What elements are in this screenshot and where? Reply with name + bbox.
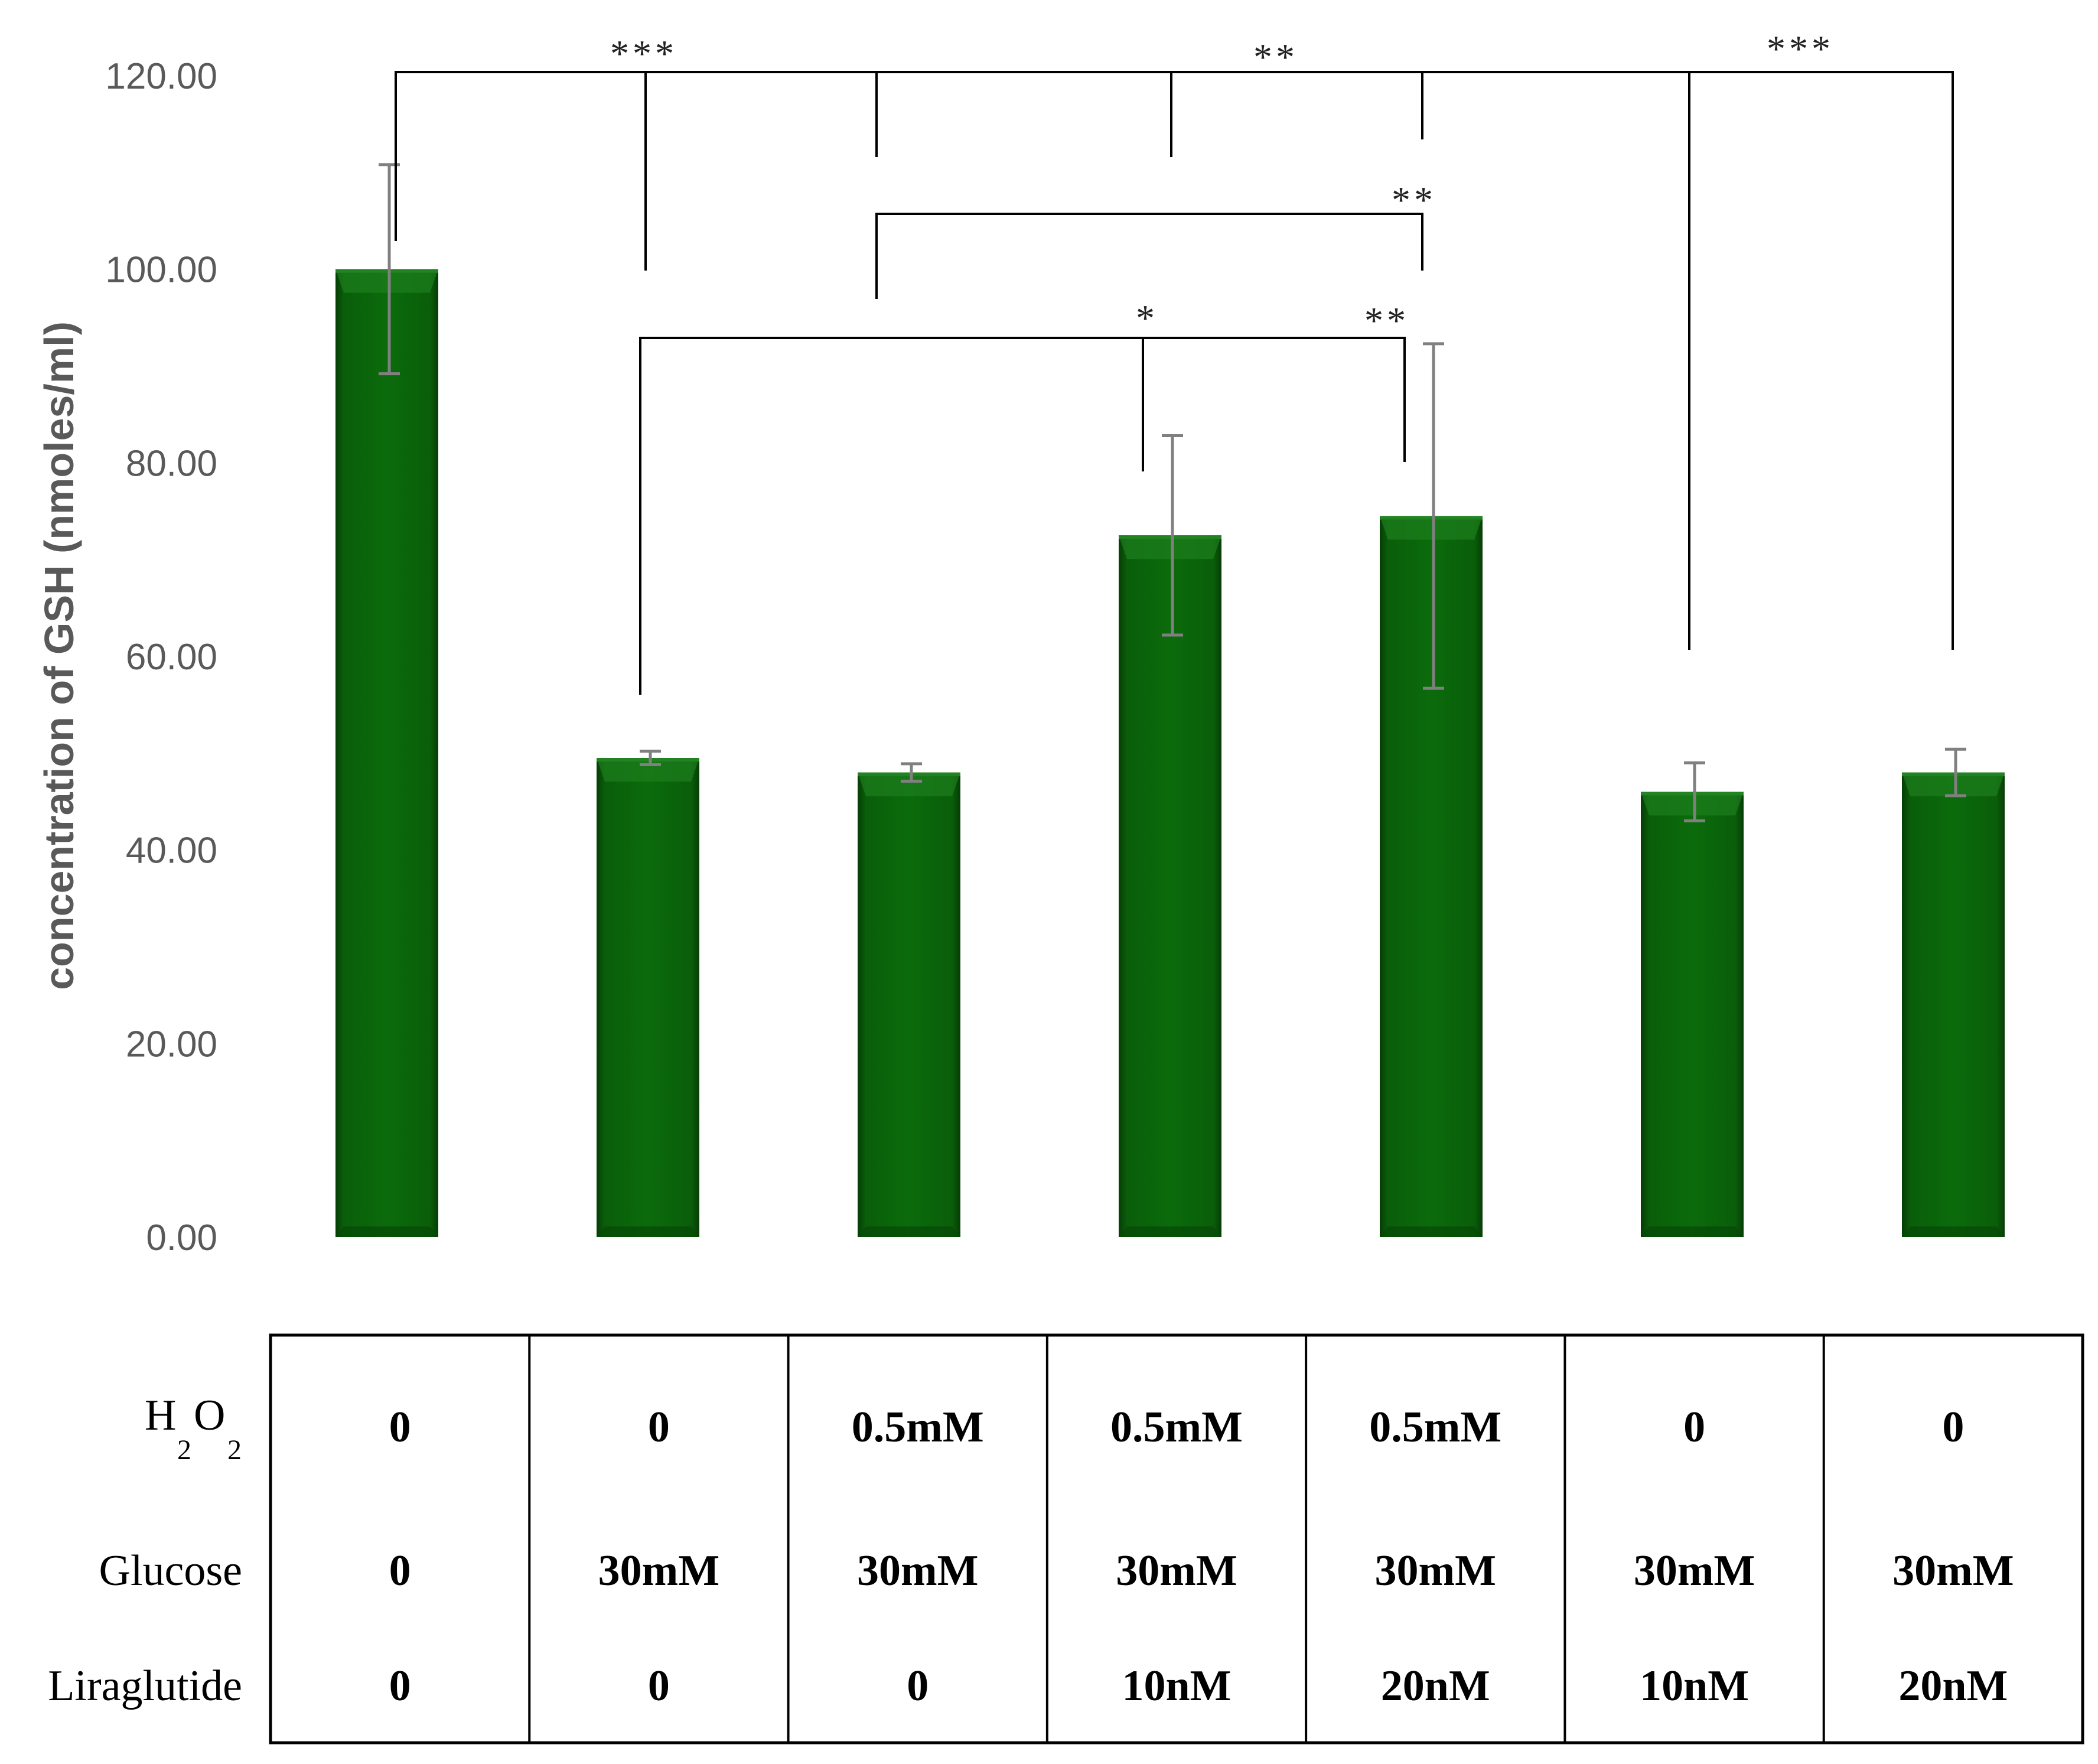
y-tick-label: 0.00 [146, 1218, 217, 1258]
bar [597, 758, 699, 1237]
y-tick-label: 20.00 [126, 1024, 217, 1065]
table-cell: 0 [648, 1403, 670, 1451]
table-cell: 0 [389, 1403, 411, 1451]
bar-base-bevel [335, 1226, 438, 1237]
error-bar [1423, 342, 1444, 690]
bar-bevel [1380, 516, 1483, 540]
bar-base-bevel [858, 1226, 960, 1237]
table-cell: 30mM [857, 1547, 979, 1595]
row-label-glucose: Glucose [99, 1547, 243, 1595]
table-cell: 0 [907, 1662, 929, 1710]
significance-brackets [395, 71, 1954, 695]
error-bar [1162, 434, 1183, 637]
error-bar [1945, 747, 1966, 798]
bar-base-bevel [1380, 1226, 1483, 1237]
y-tick-label: 40.00 [126, 831, 217, 871]
table-cell: 0 [389, 1662, 411, 1710]
row-label-sub: 2 [227, 1434, 242, 1466]
bar-base-bevel [1119, 1226, 1221, 1237]
sig-bracket-top [395, 71, 1954, 650]
row-label-sub: 2 [177, 1434, 191, 1466]
error-bars [379, 163, 1966, 823]
table-dividers [528, 1335, 1825, 1743]
bar [335, 269, 438, 1238]
bar-bevel [597, 758, 699, 782]
bar-bevel [1902, 772, 2005, 796]
bar-body [1902, 772, 2005, 1237]
table-cell: 20nM [1898, 1662, 2008, 1710]
row-label-o: O [194, 1391, 225, 1440]
bar-body [858, 772, 960, 1237]
table-cell: 30mM [1634, 1547, 1755, 1595]
bar-bevel [335, 269, 438, 293]
bar-base-bevel [597, 1226, 699, 1237]
y-axis: 0.00 20.00 40.00 60.00 80.00 100.00 120.00 conc… [36, 56, 217, 1258]
bar-bevel [858, 772, 960, 796]
sig-bracket-middle [875, 213, 1423, 299]
sig-bracket-lower [639, 337, 1406, 695]
error-bar [901, 762, 922, 783]
bar [1641, 792, 1744, 1237]
y-tick-label: 80.00 [126, 443, 217, 484]
table-cell: 30mM [598, 1547, 720, 1595]
sig-label: ** [1364, 300, 1409, 341]
bar-base-bevel [1641, 1226, 1744, 1237]
row-label-h2o2: H 2 O 2 [145, 1391, 242, 1466]
bar-bevel [1641, 792, 1744, 816]
table-cell: 30mM [1375, 1547, 1497, 1595]
sig-label: ** [1392, 179, 1436, 221]
error-bar [1684, 761, 1705, 823]
bar [1902, 772, 2005, 1237]
table-cell: 0.5mM [852, 1403, 984, 1451]
table-cell: 30mM [1116, 1547, 1237, 1595]
table-cell: 10nM [1122, 1662, 1232, 1710]
sig-label: ** [1253, 36, 1298, 78]
bar-bevel [1119, 535, 1221, 559]
table-cell: 30mM [1892, 1547, 2014, 1595]
error-bar [640, 750, 661, 766]
sig-label: *** [1767, 28, 1834, 70]
bar-body [1380, 516, 1483, 1237]
table-cell: 10nM [1640, 1662, 1749, 1710]
table-border [269, 1333, 2084, 1745]
bar-body [1119, 535, 1221, 1238]
bar-body [597, 758, 699, 1237]
table-cell: 0 [389, 1547, 411, 1595]
bars [335, 269, 2005, 1238]
bar-base-bevel [1902, 1226, 2005, 1237]
bar [1119, 535, 1221, 1238]
table-cell: 0 [1942, 1403, 1964, 1451]
table-cells: 0 0 0.5mM 0.5mM 0.5mM 0 0 0 30mM 30mM 30mM 30mM 30mM… [389, 1403, 2014, 1710]
y-tick-label: 60.00 [126, 637, 217, 678]
bar [1380, 516, 1483, 1237]
sig-label: *** [610, 32, 677, 74]
treatment-table: 0 0 0.5mM 0.5mM 0.5mM 0 0 0 30mM 30mM 30mM 30mM 30mM… [48, 1333, 2084, 1745]
sig-label: * [1136, 297, 1158, 339]
row-label-liraglutide: Liraglutide [48, 1662, 242, 1710]
table-cell: 0.5mM [1110, 1403, 1243, 1451]
table-cell: 0.5mM [1369, 1403, 1501, 1451]
y-tick-label: 120.00 [105, 56, 217, 97]
bar [858, 772, 960, 1237]
row-label-h: H [145, 1391, 176, 1440]
bar-body [335, 269, 438, 1238]
table-cell: 20nM [1381, 1662, 1490, 1710]
bar-body [1641, 792, 1744, 1237]
significance-labels: *** ** *** ** * ** [610, 28, 1834, 341]
table-cell: 0 [648, 1662, 670, 1710]
y-axis-title: concentration of GSH (nmoles/ml) [36, 321, 82, 990]
table-cell: 0 [1683, 1403, 1705, 1451]
y-tick-label: 100.00 [105, 250, 217, 291]
